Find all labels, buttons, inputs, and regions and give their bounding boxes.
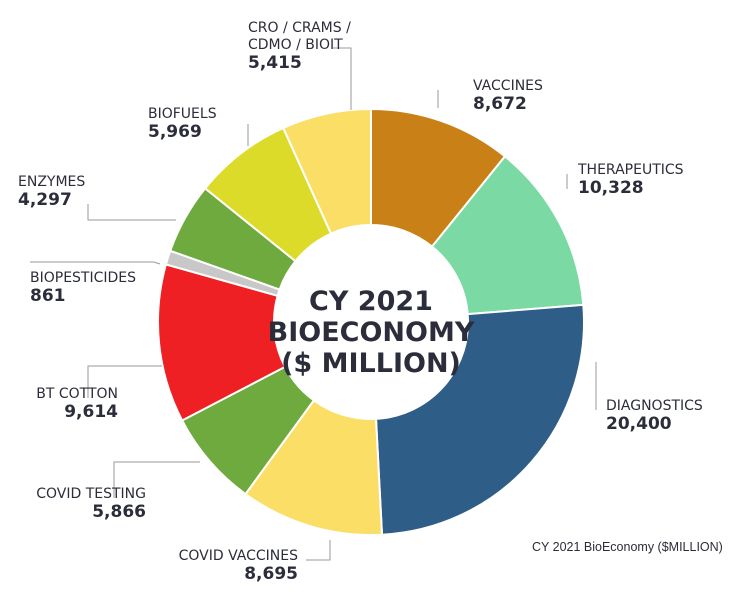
slice-label-name: COVID VACCINES	[179, 548, 298, 564]
slice-value-label: 10,328	[578, 178, 644, 198]
slice-value-label: 8,672	[473, 94, 527, 114]
slice-label-name: THERAPEUTICS	[577, 162, 684, 178]
slice-label-name: BT COTTON	[36, 386, 118, 402]
slice-therapeutics	[430, 154, 585, 316]
center-title-line-1: CY 2021	[309, 286, 433, 317]
slice-value-label: 5,866	[92, 502, 146, 522]
slice-value-label: 4,297	[18, 190, 72, 210]
slice-value-label: 5,969	[148, 122, 202, 142]
slice-diagnostics	[374, 303, 585, 536]
slice-label-name: BIOPESTICIDES	[30, 270, 136, 286]
center-title-line-3: ($ MILLION)	[281, 348, 461, 379]
leader-line	[30, 261, 161, 265]
leader-line	[87, 204, 176, 221]
donut-slices	[157, 107, 585, 536]
center-title: CY 2021 BIOECONOMY ($ MILLION)	[268, 286, 475, 379]
slice-label-name: DIAGNOSTICS	[606, 398, 703, 414]
leader-line	[333, 47, 352, 110]
slice-value-label: 20,400	[606, 414, 672, 434]
chart-caption: CY 2021 BioEconomy ($MILLION)	[532, 540, 723, 554]
slice-label-name: ENZYMES	[18, 174, 85, 190]
slice-label-name: CDMO / BIOIT	[248, 37, 343, 53]
slice-bt-cotton	[157, 263, 287, 422]
slice-value-label: 9,614	[64, 402, 118, 422]
slice-value-label: 5,415	[248, 53, 302, 73]
leader-lines	[30, 47, 597, 561]
slice-cro-crams-cdmo-bioit	[281, 107, 372, 235]
slice-label-name: VACCINES	[473, 78, 543, 94]
slice-value-label: 861	[30, 286, 66, 306]
slice-label-name: CRO / CRAMS /	[248, 20, 351, 36]
center-title-line-2: BIOECONOMY	[268, 317, 475, 348]
slice-value-label: 8,695	[244, 564, 298, 584]
leader-line	[113, 461, 200, 498]
slice-label-name: COVID TESTING	[36, 486, 146, 502]
slice-label-name: BIOFUELS	[148, 106, 217, 122]
leader-line	[87, 365, 162, 398]
leader-line	[306, 540, 331, 561]
